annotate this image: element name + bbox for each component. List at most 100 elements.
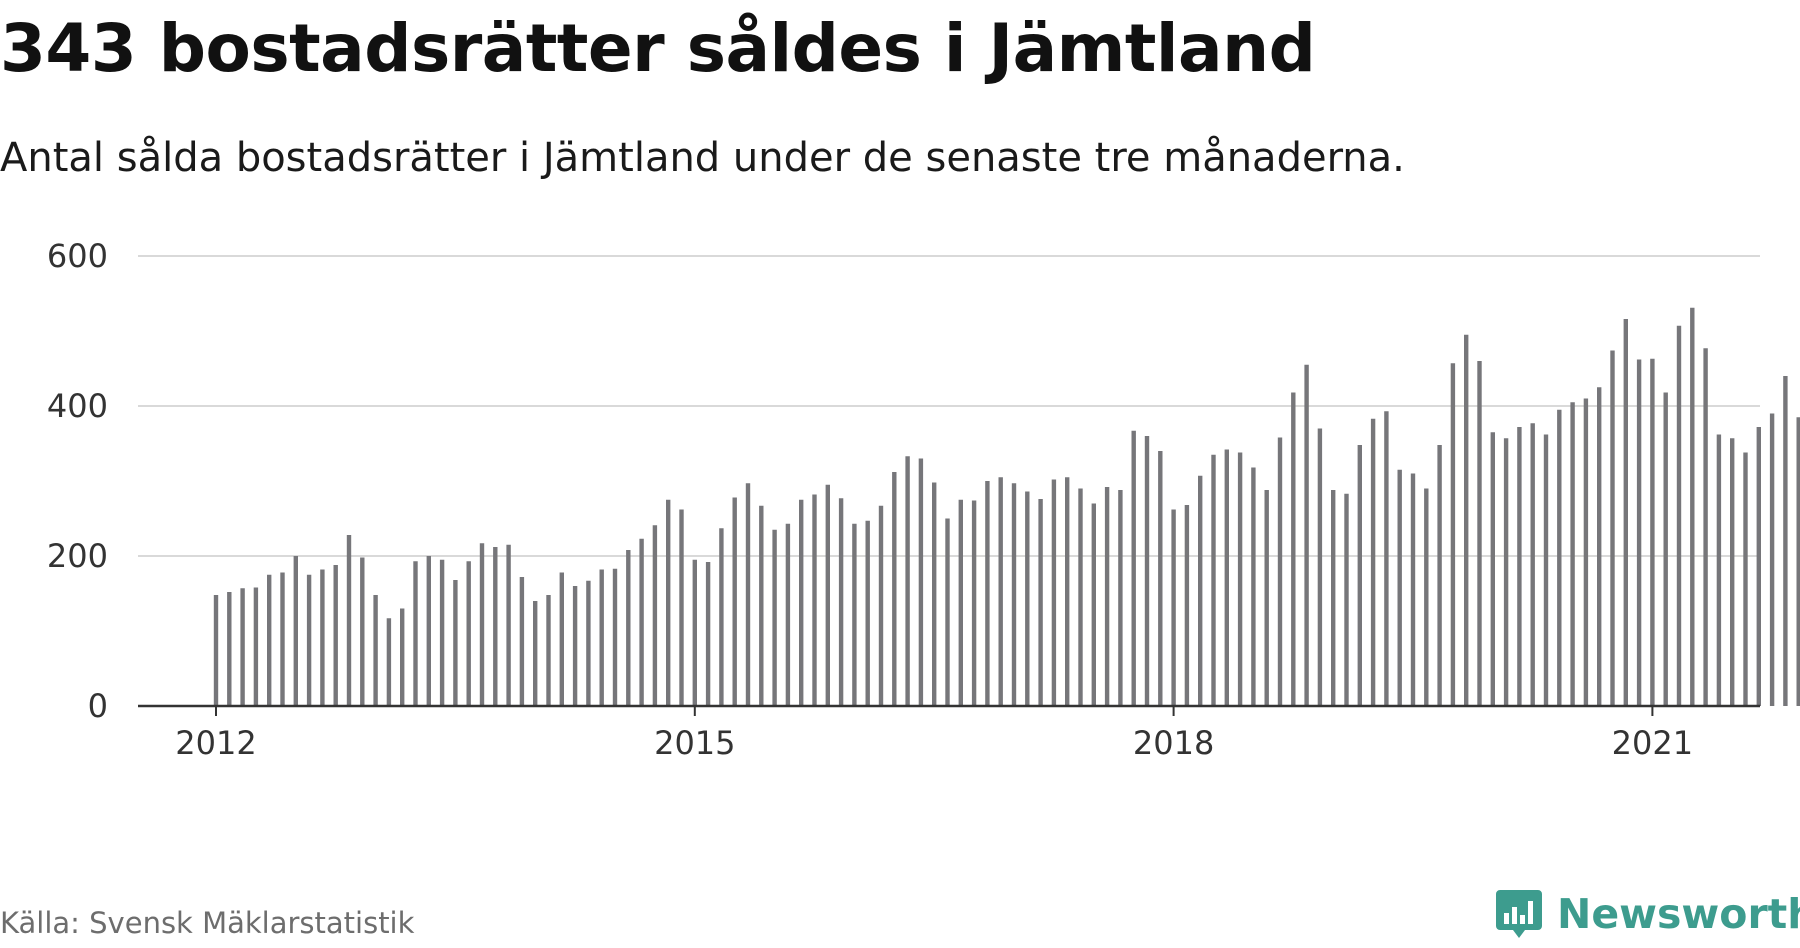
bar [1091, 503, 1096, 706]
x-tick-label: 2015 [654, 724, 735, 760]
bar [652, 525, 658, 706]
bar [1171, 509, 1176, 706]
bar [386, 618, 392, 706]
bar [732, 497, 737, 706]
bar [1743, 452, 1748, 706]
grid-layer [138, 255, 1760, 557]
bars-layer [213, 307, 1800, 706]
bar [333, 565, 338, 706]
bar [559, 572, 564, 706]
bar [1224, 449, 1229, 706]
bar [1397, 469, 1402, 706]
bar [1078, 488, 1083, 706]
bar [1237, 452, 1243, 706]
bar [213, 595, 219, 706]
bar [1025, 491, 1030, 706]
bar [932, 482, 937, 706]
bar [533, 601, 538, 706]
bar [1198, 475, 1203, 706]
bar [400, 608, 405, 706]
bar [878, 505, 884, 706]
bar [1424, 488, 1429, 706]
bar [413, 561, 418, 706]
bar [267, 574, 272, 706]
bar [519, 577, 525, 706]
bar [1118, 490, 1123, 706]
bar [1251, 467, 1256, 706]
bar [812, 494, 817, 706]
bar [599, 569, 604, 706]
bar [572, 586, 578, 706]
bar [1769, 413, 1775, 706]
bar [1477, 361, 1482, 706]
bar [1756, 427, 1761, 706]
bar [546, 595, 551, 706]
bar [1623, 319, 1628, 706]
bar [1104, 487, 1110, 706]
bar [1517, 427, 1522, 706]
bar [865, 520, 870, 706]
bar [1370, 418, 1376, 706]
bar [1636, 359, 1642, 706]
bar [1317, 428, 1323, 706]
bar [1450, 363, 1456, 706]
newsworthy-brand[interactable]: Newsworthy [1495, 888, 1800, 940]
bar [1038, 499, 1043, 706]
bar [1051, 479, 1057, 706]
bar [479, 543, 485, 706]
chart-subtitle: Antal sålda bostadsrätter i Jämtland und… [0, 135, 1405, 181]
bar [852, 523, 857, 706]
bar [240, 588, 245, 706]
bar [825, 484, 830, 706]
bar [719, 528, 724, 706]
bar [945, 518, 950, 706]
bar [466, 561, 471, 706]
bar [1304, 364, 1309, 706]
bar [785, 523, 791, 706]
bar [1011, 483, 1017, 706]
bar [360, 557, 365, 706]
bar [679, 509, 684, 706]
bar [1277, 437, 1283, 706]
bar [1410, 473, 1416, 706]
bar [1796, 417, 1800, 706]
bar [253, 587, 259, 706]
bar [1610, 350, 1615, 706]
bar [320, 569, 325, 706]
bar [958, 499, 963, 706]
bar [453, 580, 458, 706]
labels-layer: 020040060020122015201820212023343343 [47, 237, 1693, 760]
bar [1464, 334, 1469, 706]
bar [586, 580, 591, 706]
bar [1131, 430, 1136, 706]
bar [1357, 445, 1362, 706]
source-note: Källa: Svensk Mäklarstatistik [0, 906, 415, 940]
bar [280, 572, 285, 706]
bar [1264, 490, 1269, 706]
bar [998, 477, 1003, 706]
bar [1676, 325, 1682, 706]
bar [1570, 402, 1575, 706]
bar [1211, 454, 1216, 706]
bar [745, 483, 751, 706]
bar [1583, 398, 1589, 706]
bar [373, 595, 378, 706]
bar [772, 529, 777, 706]
bar [1490, 432, 1495, 706]
x-tick-label: 2012 [175, 724, 256, 760]
bar [626, 550, 631, 706]
bar [426, 556, 431, 706]
x-tick-label: 2018 [1133, 724, 1214, 760]
bar-chart: 020040060020122015201820212023343343 [47, 237, 1800, 760]
newsworthy-logo-icon [1496, 890, 1542, 938]
y-tick-label: 200 [47, 537, 108, 575]
bar [306, 574, 312, 706]
bar [227, 592, 232, 706]
bar [612, 568, 618, 706]
bar [1783, 376, 1788, 706]
x-tick-label: 2021 [1612, 724, 1693, 760]
bar [1543, 434, 1549, 706]
bar [1503, 438, 1509, 706]
bar [1557, 409, 1562, 706]
bar [666, 499, 671, 706]
